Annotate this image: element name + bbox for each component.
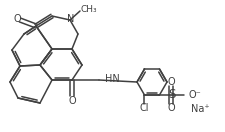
Text: O⁻: O⁻ bbox=[188, 90, 200, 100]
Text: O: O bbox=[167, 103, 175, 113]
Text: O: O bbox=[13, 14, 21, 24]
Text: Cl: Cl bbox=[139, 103, 149, 113]
Text: O: O bbox=[167, 77, 175, 87]
Text: HN: HN bbox=[105, 74, 119, 84]
Text: Na⁺: Na⁺ bbox=[191, 104, 209, 114]
Text: S: S bbox=[167, 88, 174, 102]
Text: N: N bbox=[67, 14, 74, 24]
Text: O: O bbox=[68, 96, 75, 106]
Text: CH₃: CH₃ bbox=[81, 4, 97, 13]
